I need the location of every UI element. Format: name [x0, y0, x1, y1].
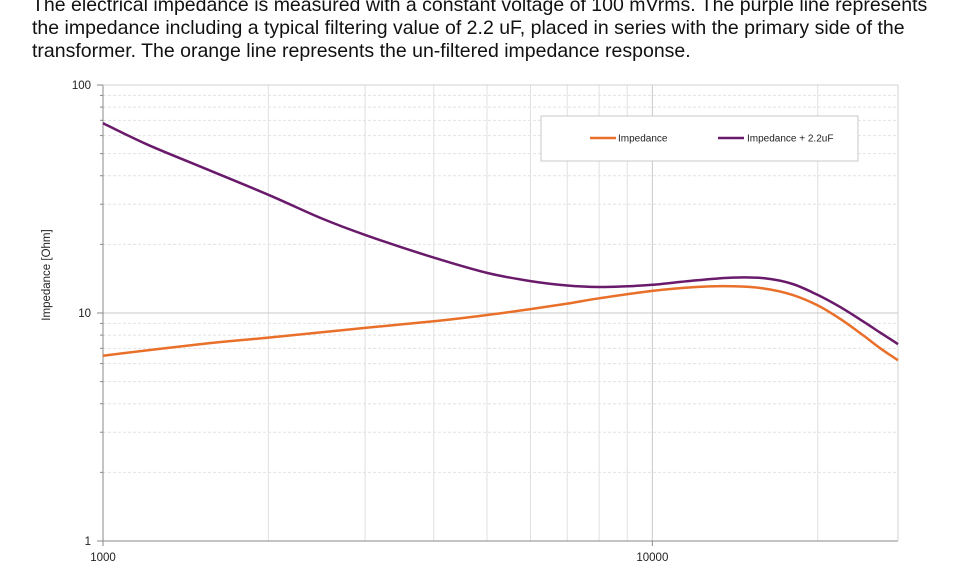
series-line-impedance-2-2uf [102, 122, 899, 346]
y-tick-label: 1 [85, 536, 91, 548]
y-tick-label: 10 [78, 308, 91, 320]
chart-series [102, 122, 899, 362]
description-text: The electrical impedance is measured wit… [32, 0, 932, 63]
y-axis-label: Impedance [Ohm] [41, 229, 53, 320]
chart-legend: Impedance Impedance + 2.2uF [540, 115, 859, 162]
chart-axes [97, 84, 899, 546]
description-line-1: The electrical impedance is measured wit… [32, 0, 928, 16]
legend-label: Impedance [618, 134, 668, 145]
legend-label: Impedance + 2.2uF [747, 134, 833, 145]
x-tick-label: 10000 [636, 552, 668, 564]
y-tick-label: 100 [72, 80, 91, 92]
description-line-2: the impedance including a typical filter… [32, 17, 905, 39]
chart-tick-labels: 1 10 100 1000 10000 [72, 80, 669, 564]
series-line-impedance [102, 284, 899, 362]
description-line-3: transformer. The orange line represents … [32, 40, 691, 62]
x-tick-label: 1000 [90, 552, 116, 564]
